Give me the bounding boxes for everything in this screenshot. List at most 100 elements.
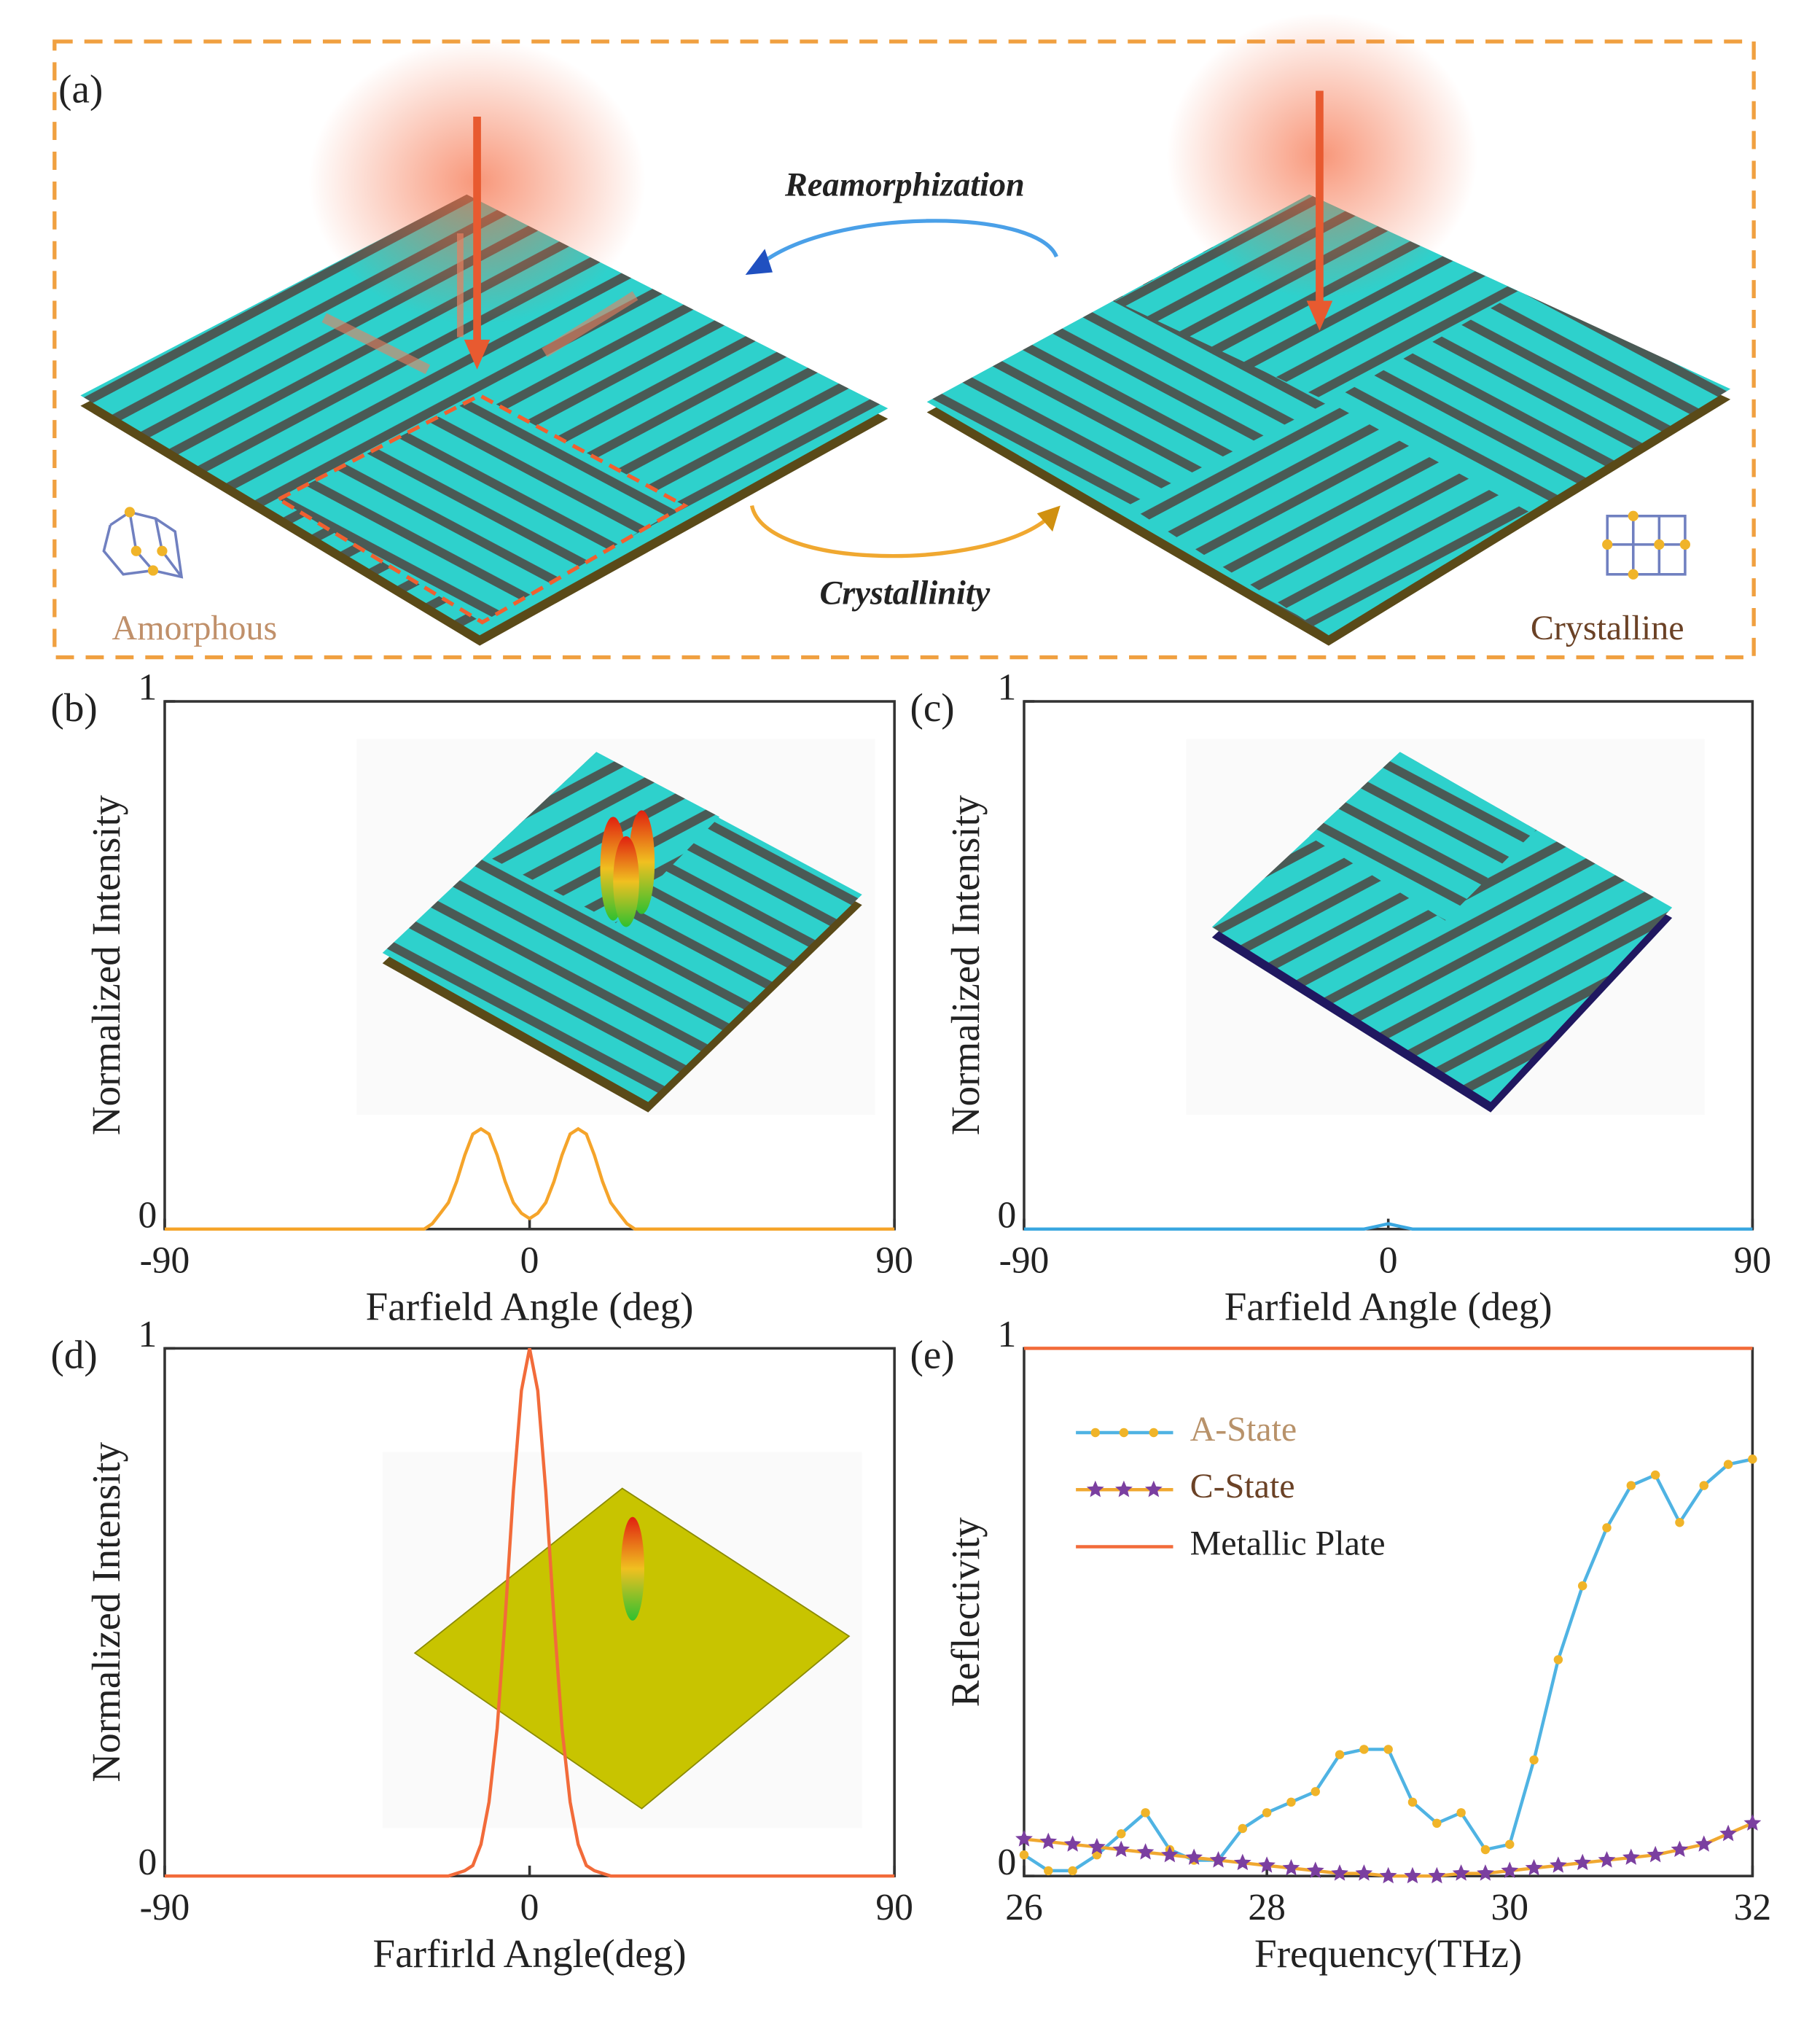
panel-frame: [52, 39, 1756, 660]
x-tick-label: -90: [999, 1240, 1050, 1282]
marker: [1748, 1454, 1757, 1464]
y-axis-label: Normalized Intensity: [84, 795, 128, 1135]
state-label: Amorphous: [112, 609, 278, 647]
marker: [1626, 1481, 1636, 1490]
marker: [1383, 1745, 1393, 1754]
marker: [1407, 1797, 1418, 1807]
y-tick-label: 0: [998, 1842, 1017, 1883]
marker: [1044, 1866, 1053, 1876]
x-tick-label: 0: [1379, 1240, 1398, 1282]
marker: [1068, 1866, 1077, 1876]
state-label: Crystalline: [1531, 609, 1684, 647]
marker: [1574, 1853, 1591, 1871]
marker: [1743, 1814, 1762, 1831]
marker: [1452, 1864, 1470, 1881]
marker: [1622, 1848, 1640, 1865]
x-tick-label: 28: [1248, 1887, 1286, 1928]
panel-a: (a) Reamorphization Crystallinity Amorph…: [52, 12, 1756, 660]
radiation-lobe: [613, 836, 639, 927]
marker: [1141, 1808, 1150, 1818]
marker: [1185, 1848, 1203, 1865]
marker: [1650, 1470, 1660, 1480]
marker: [1456, 1808, 1466, 1818]
marker: [1675, 1518, 1684, 1527]
y-axis-label: Normalized Intensity: [943, 795, 988, 1135]
legend-label: A-State: [1190, 1410, 1297, 1449]
data-line: [1023, 1457, 1753, 1873]
marker: [1311, 1787, 1320, 1796]
x-tick-label: 0: [520, 1887, 539, 1928]
panel-label: (b): [51, 685, 98, 730]
marker: [1088, 1837, 1106, 1855]
plot-frame: [1023, 1347, 1754, 1877]
x-axis-label: Farfield Angle (deg): [1225, 1284, 1553, 1328]
marker: [1286, 1797, 1296, 1807]
marker: [1258, 1856, 1276, 1873]
marker: [1019, 1850, 1029, 1860]
lattice-icon: [102, 510, 184, 579]
marker: [1282, 1858, 1300, 1876]
marker: [1505, 1839, 1515, 1849]
marker: [1331, 1864, 1348, 1881]
marker: [1335, 1750, 1345, 1759]
inset-tile: [1309, 752, 1536, 921]
panel-label: (a): [58, 67, 103, 112]
x-tick-label: 32: [1734, 1887, 1772, 1928]
reflect-arrow: [321, 313, 431, 375]
legend-label: C-State: [1190, 1467, 1295, 1506]
process-label: Reamorphization: [784, 165, 1025, 203]
marker: [1379, 1866, 1397, 1884]
panel-label: (d): [51, 1332, 98, 1376]
data-line: [1023, 1222, 1753, 1231]
x-axis-label: Farfirld Angle(deg): [373, 1931, 687, 1976]
cycle-arrow-head: [745, 249, 773, 275]
cycle-arrow: [749, 505, 1049, 558]
marker: [1209, 1851, 1227, 1868]
x-tick-label: 26: [1005, 1887, 1043, 1928]
marker: [1039, 1832, 1058, 1850]
x-tick-label: 90: [875, 1240, 913, 1282]
y-tick-label: 1: [998, 1314, 1017, 1355]
cycle-arrow: [757, 219, 1058, 268]
marker: [1119, 1428, 1129, 1438]
inset-surface: [382, 752, 862, 1102]
process-label: Crystallinity: [820, 575, 991, 612]
marker: [1602, 1523, 1612, 1533]
marker: [1092, 1850, 1102, 1860]
y-axis-label: Reflectivity: [943, 1517, 988, 1707]
marker: [1525, 1858, 1543, 1876]
marker: [1501, 1861, 1519, 1879]
marker: [1699, 1481, 1708, 1490]
marker: [1090, 1428, 1101, 1438]
marker: [1117, 1829, 1126, 1839]
panel-label: (c): [910, 685, 954, 730]
marker: [1015, 1830, 1033, 1847]
x-tick-label: 0: [520, 1240, 539, 1282]
lattice-icon: [1606, 514, 1687, 576]
marker: [1550, 1856, 1567, 1873]
marker: [1598, 1851, 1616, 1868]
marker: [1355, 1864, 1373, 1881]
marker: [1144, 1480, 1163, 1498]
marker: [1671, 1840, 1689, 1858]
marker: [1428, 1866, 1446, 1884]
marker: [1404, 1866, 1421, 1884]
marker: [1238, 1823, 1248, 1834]
radiation-lobe: [620, 1516, 644, 1621]
beam-arrow-head: [464, 339, 491, 370]
panel-label: (e): [910, 1332, 954, 1376]
data-line: [164, 1126, 895, 1231]
insets: [356, 739, 1705, 1829]
reflect-arrow: [542, 291, 638, 357]
marker: [1432, 1818, 1442, 1829]
data-line: [164, 1347, 895, 1878]
marker: [1086, 1480, 1104, 1498]
metasurface-tile: [275, 393, 689, 625]
x-axis-label: Frequency(THz): [1254, 1931, 1522, 1976]
marker: [1480, 1845, 1491, 1855]
lattice-atoms: [124, 507, 1691, 580]
y-axis-label: Normalized Intensity: [84, 1441, 128, 1782]
marker: [1647, 1845, 1664, 1863]
marker: [1112, 1840, 1130, 1858]
x-tick-label: 90: [1734, 1240, 1772, 1282]
